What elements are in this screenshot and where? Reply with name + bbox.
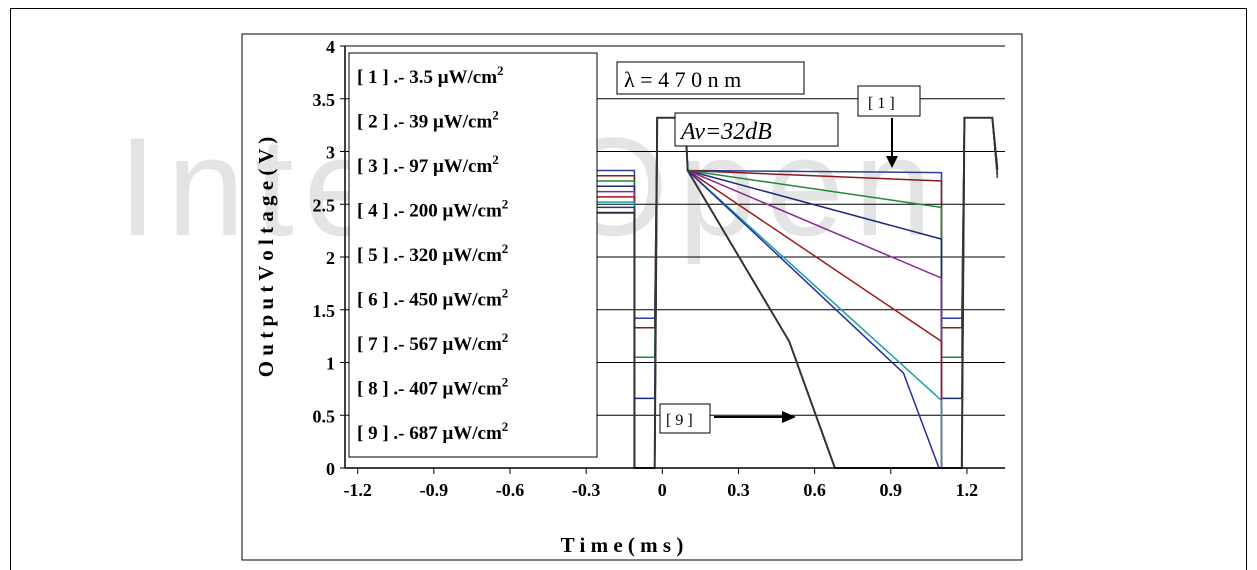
x-axis-title: T i m e ( m s ): [561, 533, 684, 557]
y-tick-label: 2: [326, 248, 335, 268]
legend-entry: [ 9 ] .- 687 μW/cm2: [357, 419, 508, 444]
legend: [ 1 ] .- 3.5 μW/cm2 [ 2 ] .- 39 μW/cm2 [ 3…: [357, 63, 508, 444]
y-tick-label: 0.5: [313, 406, 336, 426]
y-tick-label: 1.5: [313, 301, 336, 321]
y-tick-label: 3.5: [313, 90, 336, 110]
label-9-arrowhead: [782, 411, 796, 423]
y-axis-title: O u t p u t V o l t a g e ( V ): [254, 137, 278, 378]
legend-entry: [ 7 ] .- 567 μW/cm2: [357, 330, 508, 355]
legend-box: [348, 52, 598, 458]
y-tick-label: 0: [326, 459, 335, 479]
label-9-text: [ 9 ]: [666, 412, 693, 429]
legend-entry: [ 5 ] .- 320 μW/cm2: [357, 241, 508, 266]
wavelength-box: [616, 61, 805, 95]
x-tick-label: -0.9: [420, 480, 449, 500]
x-tick-label: 0: [658, 480, 667, 500]
label-1-text: [ 1 ]: [868, 95, 895, 112]
ticks: -1.2 -0.9 -0.6 -0.3 0 0.3 0.6 0.9 1.2 0 0.5 1 1.5 2 2.…: [313, 37, 979, 500]
legend-entry: [ 2 ] .- 39 μW/cm2: [357, 108, 499, 133]
x-tick-label: -1.2: [343, 480, 372, 500]
x-tick-label: 0.6: [803, 480, 826, 500]
legend-entry: [ 1 ] .- 3.5 μW/cm2: [357, 63, 504, 88]
y-tick-label: 2.5: [313, 195, 336, 215]
legend-entry: [ 4 ] .- 200 μW/cm2: [357, 197, 508, 222]
chart-border: [241, 33, 1023, 561]
x-tick-label: 0.9: [880, 480, 903, 500]
label-9-box: [659, 403, 711, 434]
gain-box: [674, 112, 839, 147]
gain-label: Av=32dB: [679, 119, 772, 145]
label-1-arrowhead: [886, 156, 898, 168]
legend-entry: [ 8 ] .- 407 μW/cm2: [357, 375, 508, 400]
x-tick-label: 0.3: [727, 480, 750, 500]
wavelength-label: λ = 4 7 0 n m: [624, 67, 741, 92]
x-tick-label: 1.2: [956, 480, 979, 500]
y-tick-label: 3: [326, 143, 335, 163]
label-1-box: [857, 85, 921, 117]
legend-entry: [ 3 ] .- 97 μW/cm2: [357, 152, 499, 177]
figure-frame: [10, 8, 1247, 570]
x-tick-label: -0.3: [572, 480, 601, 500]
legend-entry: [ 6 ] .- 450 μW/cm2: [357, 286, 508, 311]
y-tick-label: 1: [326, 354, 335, 374]
y-tick-label: 4: [326, 37, 335, 57]
x-tick-label: -0.6: [496, 480, 525, 500]
